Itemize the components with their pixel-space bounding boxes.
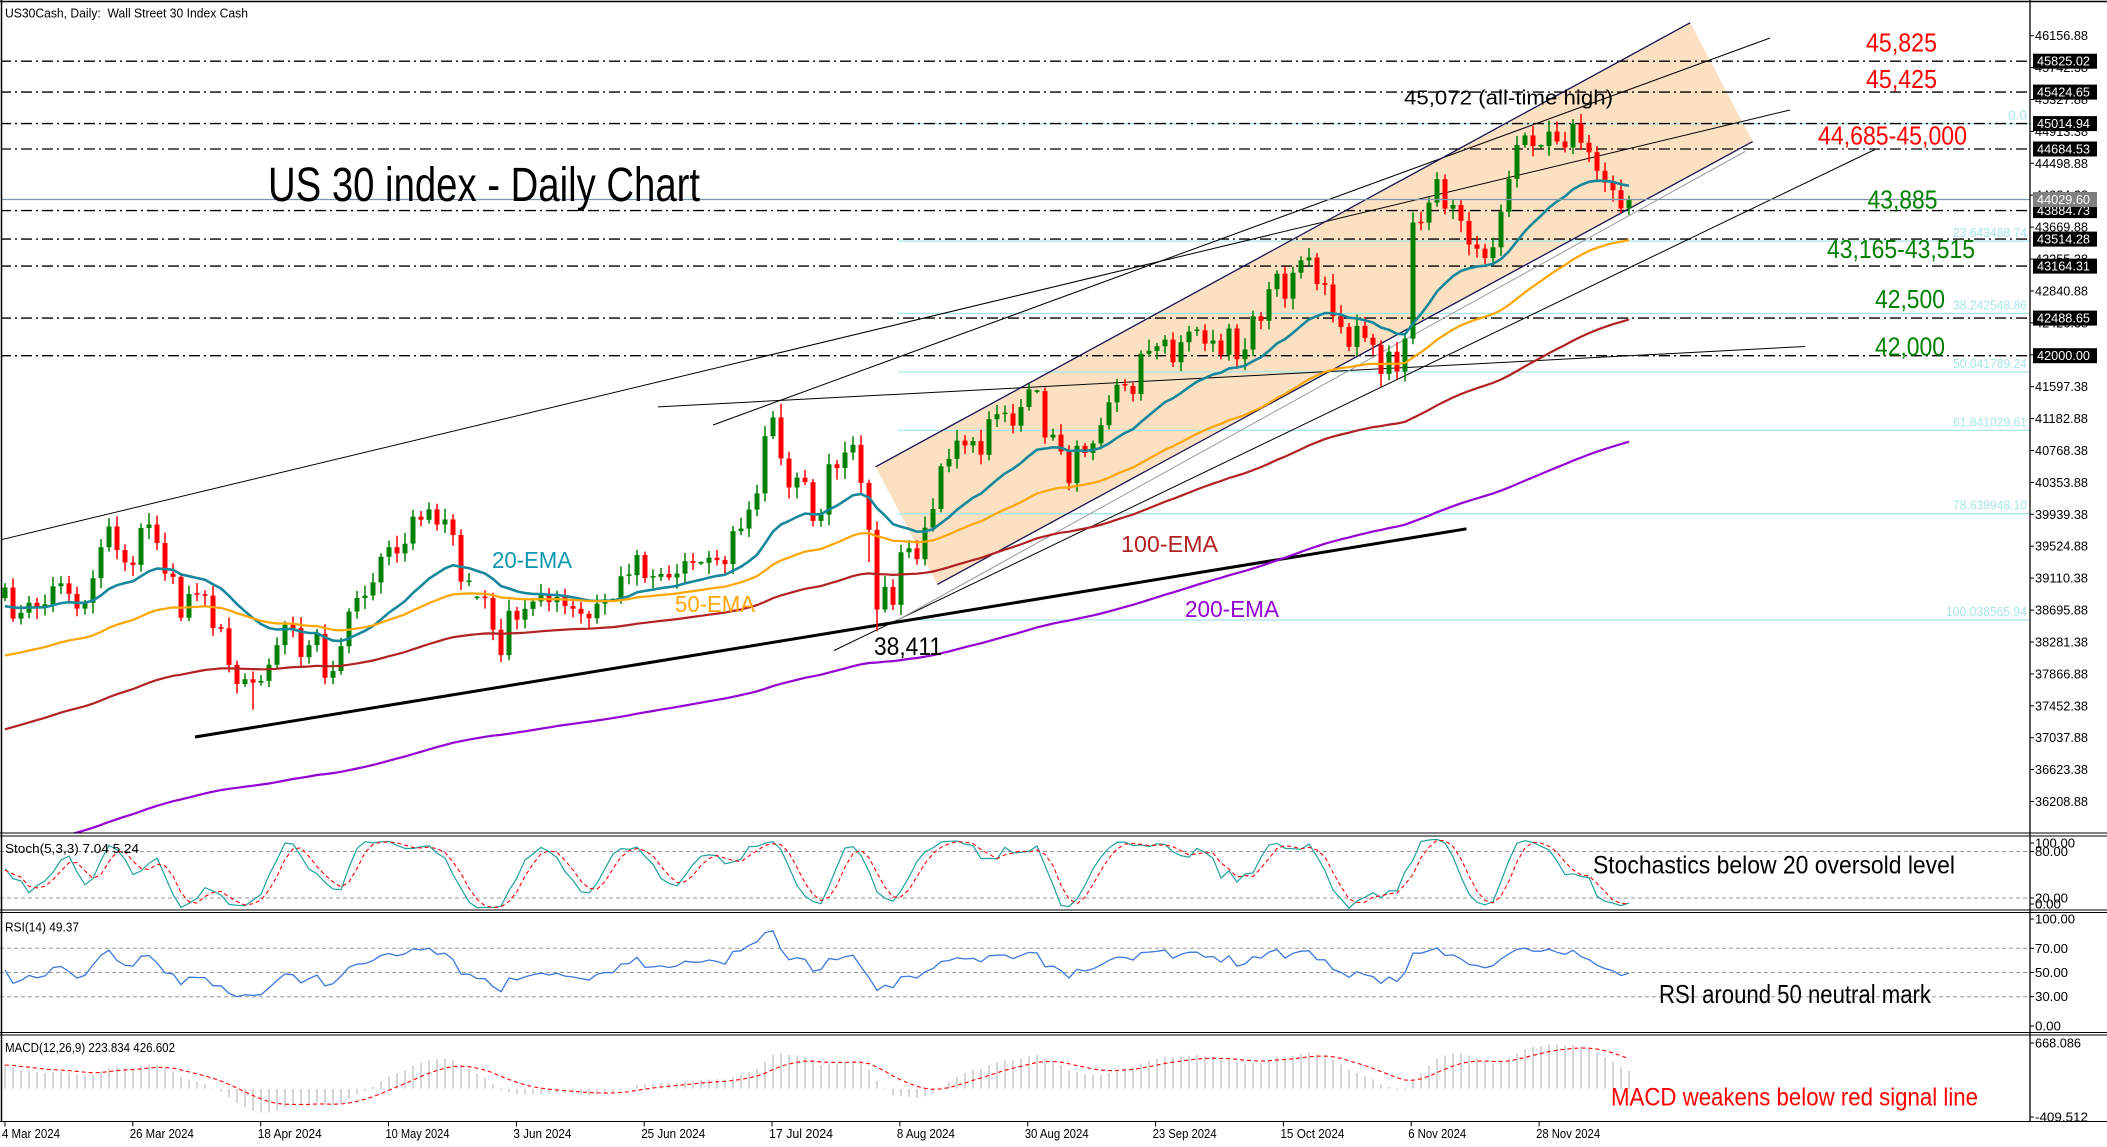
svg-text:0.00: 0.00 — [2035, 898, 2061, 912]
svg-text:Stochastics below 20 oversold: Stochastics below 20 oversold level — [1593, 852, 1955, 880]
svg-text:38,411: 38,411 — [874, 633, 942, 661]
svg-text:4 Mar 2024: 4 Mar 2024 — [2, 1127, 60, 1141]
svg-text:100.00: 100.00 — [2035, 837, 2075, 851]
svg-text:17 Jul 2024: 17 Jul 2024 — [769, 1127, 833, 1141]
svg-text:46156.88: 46156.88 — [2035, 29, 2088, 43]
svg-text:41182.88: 41182.88 — [2035, 412, 2088, 426]
svg-text:42840.88: 42840.88 — [2035, 285, 2088, 299]
svg-text:200-EMA: 200-EMA — [1185, 596, 1280, 622]
svg-text:50.041789.24: 50.041789.24 — [1953, 357, 2027, 371]
svg-text:45014.94: 45014.94 — [2037, 117, 2090, 131]
svg-text:45,825: 45,825 — [1866, 27, 1937, 57]
svg-text:50.00: 50.00 — [2035, 966, 2068, 980]
svg-text:38.242548.86: 38.242548.86 — [1953, 298, 2027, 312]
svg-text:100.038565.94: 100.038565.94 — [1946, 605, 2027, 619]
svg-text:26 Mar 2024: 26 Mar 2024 — [130, 1127, 194, 1141]
svg-text:8 Aug 2024: 8 Aug 2024 — [897, 1127, 955, 1141]
svg-text:MACD(12,26,9) 223.834 426.602: MACD(12,26,9) 223.834 426.602 — [5, 1040, 175, 1055]
svg-text:43,165-43,515: 43,165-43,515 — [1827, 234, 1975, 264]
svg-text:3 Jun 2024: 3 Jun 2024 — [513, 1127, 571, 1141]
svg-text:45,072 (all-time high): 45,072 (all-time high) — [1404, 88, 1613, 110]
svg-text:30 Aug 2024: 30 Aug 2024 — [1025, 1127, 1089, 1141]
svg-text:36208.88: 36208.88 — [2035, 795, 2088, 809]
svg-text:30.00: 30.00 — [2035, 990, 2068, 1004]
svg-text:23.643488.74: 23.643488.74 — [1953, 226, 2027, 240]
svg-text:0.00: 0.00 — [2035, 1020, 2061, 1034]
svg-text:43,885: 43,885 — [1868, 185, 1938, 215]
svg-text:-409.512: -409.512 — [2035, 1111, 2088, 1125]
svg-text:41597.38: 41597.38 — [2035, 380, 2088, 394]
svg-text:US30Cash, Daily: Wall Street: US30Cash, Daily: Wall Street 30 Index Ca… — [5, 6, 248, 21]
svg-text:45825.02: 45825.02 — [2037, 55, 2090, 69]
svg-text:44,685-45,000: 44,685-45,000 — [1818, 121, 1967, 151]
svg-text:25 Jun 2024: 25 Jun 2024 — [641, 1127, 705, 1141]
svg-text:10 May 2024: 10 May 2024 — [386, 1127, 450, 1141]
svg-text:80.00: 80.00 — [2035, 845, 2068, 859]
svg-text:100-EMA: 100-EMA — [1121, 531, 1219, 557]
svg-text:43514.28: 43514.28 — [2037, 233, 2090, 247]
svg-text:45424.65: 45424.65 — [2037, 86, 2090, 100]
svg-text:20-EMA: 20-EMA — [492, 547, 573, 573]
svg-text:43669.88: 43669.88 — [2035, 221, 2088, 235]
svg-text:28 Nov 2024: 28 Nov 2024 — [1536, 1127, 1600, 1141]
svg-text:RSI(14) 49.37: RSI(14) 49.37 — [5, 920, 79, 935]
svg-text:42000.00: 42000.00 — [2037, 349, 2090, 363]
svg-text:70.00: 70.00 — [2035, 942, 2068, 956]
svg-text:45,425: 45,425 — [1866, 64, 1937, 94]
svg-text:36623.38: 36623.38 — [2035, 763, 2088, 777]
svg-text:18 Apr 2024: 18 Apr 2024 — [258, 1127, 322, 1141]
svg-text:39524.88: 39524.88 — [2035, 540, 2088, 554]
svg-text:38695.88: 38695.88 — [2035, 604, 2088, 618]
svg-text:43884.73: 43884.73 — [2037, 204, 2090, 218]
svg-text:Stoch(5,3,3) 7.04 5.24: Stoch(5,3,3) 7.04 5.24 — [5, 841, 139, 856]
svg-text:44029.60: 44029.60 — [2037, 193, 2090, 207]
svg-text:78.639948.10: 78.639948.10 — [1953, 499, 2027, 513]
svg-text:668.086: 668.086 — [2035, 1037, 2081, 1051]
svg-text:43164.31: 43164.31 — [2037, 260, 2090, 274]
svg-text:20.00: 20.00 — [2035, 892, 2068, 906]
svg-text:37037.88: 37037.88 — [2035, 731, 2088, 745]
svg-text:MACD weakens below red signal: MACD weakens below red signal line — [1611, 1084, 1978, 1112]
svg-text:50-EMA: 50-EMA — [675, 591, 756, 617]
svg-text:61.841029.61: 61.841029.61 — [1953, 415, 2027, 429]
svg-text:39110.38: 39110.38 — [2035, 572, 2088, 586]
svg-text:100.00: 100.00 — [2035, 913, 2075, 927]
svg-text:RSI around 50 neutral mark: RSI around 50 neutral mark — [1659, 979, 1932, 1009]
svg-text:0.0: 0.0 — [2008, 109, 2027, 123]
svg-text:42,000: 42,000 — [1875, 332, 1945, 362]
svg-text:44498.88: 44498.88 — [2035, 157, 2088, 171]
svg-text:40768.38: 40768.38 — [2035, 444, 2088, 458]
svg-text:44684.53: 44684.53 — [2037, 143, 2090, 157]
svg-text:37866.88: 37866.88 — [2035, 667, 2088, 681]
svg-text:37452.38: 37452.38 — [2035, 699, 2088, 713]
svg-text:42,500: 42,500 — [1875, 284, 1945, 314]
svg-text:15 Oct 2024: 15 Oct 2024 — [1280, 1127, 1344, 1141]
svg-text:23 Sep 2024: 23 Sep 2024 — [1153, 1127, 1217, 1141]
svg-text:40353.88: 40353.88 — [2035, 476, 2088, 490]
svg-text:US 30 index - Daily Chart: US 30 index - Daily Chart — [268, 159, 700, 212]
svg-text:38281.38: 38281.38 — [2035, 636, 2088, 650]
svg-text:39939.38: 39939.38 — [2035, 508, 2088, 522]
svg-text:42488.65: 42488.65 — [2037, 312, 2090, 326]
svg-text:6 Nov 2024: 6 Nov 2024 — [1408, 1127, 1466, 1141]
